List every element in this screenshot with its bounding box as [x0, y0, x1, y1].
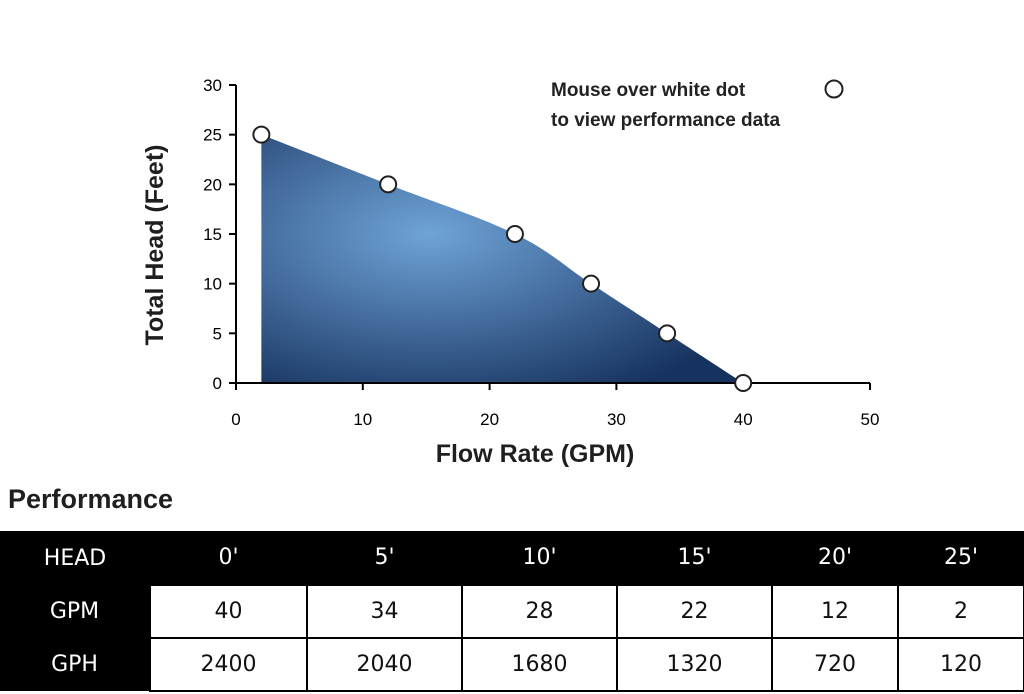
table-cell: 34 — [306, 584, 463, 639]
y-tick-label: 20 — [203, 175, 222, 194]
data-point-marker[interactable] — [252, 125, 271, 144]
table-cell: 2400 — [149, 637, 308, 692]
x-tick-label: 0 — [231, 410, 240, 429]
data-point-marker[interactable] — [734, 374, 753, 392]
table-row-gpm: GPM 40 34 28 22 12 2 — [0, 584, 1024, 639]
data-point-marker[interactable] — [658, 324, 677, 343]
table-cell: 1320 — [616, 637, 773, 692]
x-axis-ticks: 0 10 20 30 40 50 — [231, 383, 879, 429]
header-cell: 15' — [617, 531, 772, 585]
performance-curve-area — [261, 134, 744, 383]
table-header-row: HEAD 0' 5' 10' 15' 20' 25' — [0, 531, 1024, 585]
x-tick-label: 50 — [861, 410, 880, 429]
data-point-marker[interactable] — [582, 274, 601, 293]
header-cell: 5' — [307, 531, 462, 585]
pump-curve-chart: 0 5 10 15 20 25 30 0 10 20 30 40 50 Flow Rate (GPM)… — [141, 76, 879, 468]
hover-hint-line-1: Mouse over white dot — [551, 80, 746, 101]
header-cell: 20' — [772, 531, 898, 585]
performance-heading: Performance — [8, 484, 174, 514]
table-cell: 12 — [771, 584, 899, 639]
x-tick-label: 40 — [734, 410, 753, 429]
table-cell: 40 — [149, 584, 308, 639]
row-label-gph: GPH — [0, 638, 150, 691]
x-axis-title: Flow Rate (GPM) — [436, 440, 635, 468]
y-tick-label: 25 — [203, 126, 222, 145]
data-point-marker[interactable] — [505, 225, 524, 243]
x-tick-label: 20 — [480, 410, 499, 429]
row-label-gpm: GPM — [0, 585, 150, 638]
header-cell: 10' — [462, 531, 617, 585]
table-cell: 2 — [897, 584, 1024, 639]
table-cell: 2040 — [306, 637, 463, 692]
header-cell-head: HEAD — [0, 531, 150, 585]
y-tick-label: 10 — [203, 275, 222, 294]
table-row-gph: GPH 2400 2040 1680 1320 720 120 — [0, 637, 1024, 692]
y-tick-label: 15 — [203, 225, 222, 244]
table-cell: 1680 — [461, 637, 618, 692]
x-tick-label: 10 — [353, 410, 372, 429]
y-tick-label: 30 — [203, 76, 222, 95]
table-cell: 22 — [616, 584, 773, 639]
hover-hint-line-2: to view performance data — [551, 110, 781, 131]
table-cell: 720 — [771, 637, 899, 692]
table-cell: 28 — [461, 584, 618, 639]
data-points — [252, 125, 753, 392]
table-cell: 120 — [897, 637, 1024, 692]
header-cell: 25' — [898, 531, 1024, 585]
performance-table: HEAD 0' 5' 10' 15' 20' 25' GPM 40 34 28 … — [0, 531, 1024, 692]
header-cell: 0' — [150, 531, 307, 585]
hint-dot-icon — [824, 79, 844, 99]
y-tick-label: 0 — [213, 374, 222, 393]
data-point-marker[interactable] — [379, 175, 398, 194]
y-axis-ticks: 0 5 10 15 20 25 30 — [203, 76, 236, 393]
y-axis-title: Total Head (Feet) — [141, 145, 169, 346]
x-tick-label: 30 — [607, 410, 626, 429]
y-tick-label: 5 — [213, 324, 222, 343]
